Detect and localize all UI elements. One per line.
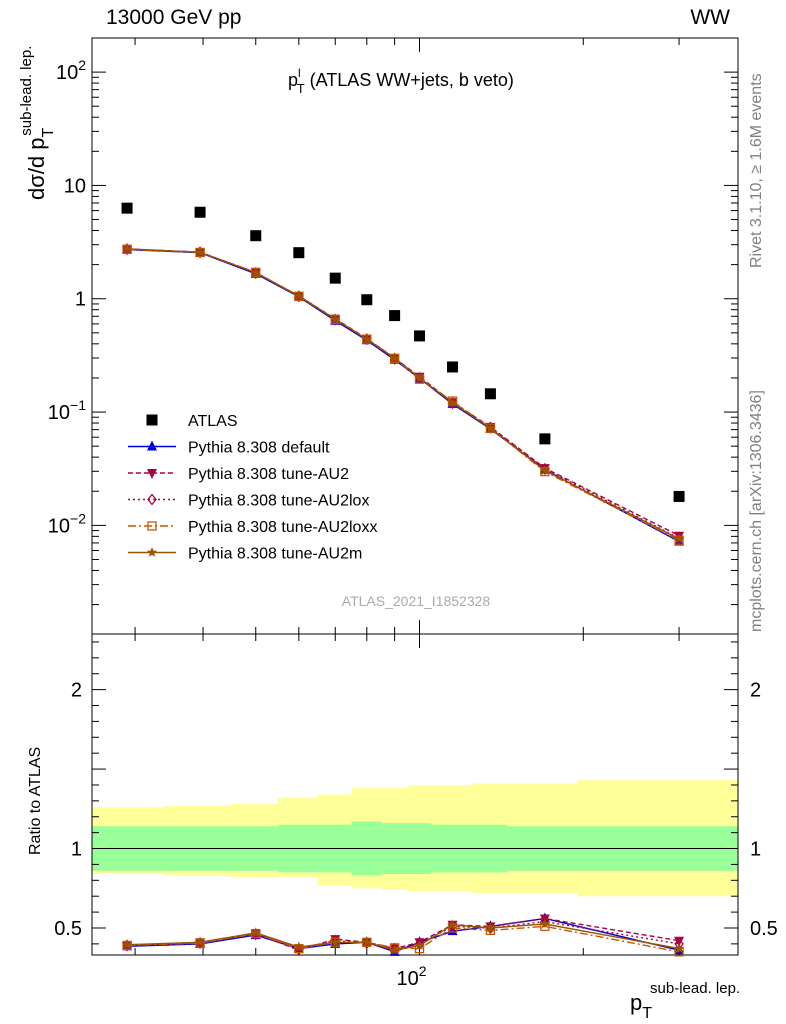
data-point-au2m [330,313,341,324]
ratio-point-au2m [250,927,261,938]
data-point-au2m [194,246,206,257]
legend-item-atlas: ATLAS [146,413,238,430]
data-point-atlas [361,294,373,306]
ratio-point-au2m [389,944,400,955]
ratio-y-tick-label: 0.5 [54,918,82,940]
ratio-line-au2lox [127,920,680,950]
ratio-line-au2m [127,923,680,951]
ratio-point-au2m [194,936,206,947]
legend: ATLAS Pythia 8.308 default Pythia 8.308 tu… [128,413,377,563]
header-energy: 13000 GeV pp [106,6,242,29]
legend-item-au2m: Pythia 8.308 tune-AU2m [128,546,362,563]
y-tick-label: 10 [64,175,86,197]
data-point-atlas [539,433,551,445]
data-point-au2m [361,333,372,344]
ratio-point-au2m [414,940,425,950]
ratio-point-au2m [539,918,551,929]
ratio-point-au2m [121,939,133,950]
x-axis-label: pTsub-lead. lep. [630,980,740,1022]
legend-marker-default [147,440,157,451]
data-point-atlas [329,272,341,284]
ratio-series-au2 [122,914,685,957]
ratio-series-au2m [121,918,685,955]
legend-marker-au2loxx [147,521,157,531]
legend-marker-au2m [146,547,158,557]
ratio-point-au2m [330,936,341,947]
analysis-watermark: ATLAS_2021_I1852328 [342,593,491,609]
data-point-au2m [121,243,133,254]
y-tick-label: 102 [56,57,86,84]
legend-label-au2m: Pythia 8.308 tune-AU2m [188,546,362,563]
data-point-au2m [250,267,261,278]
ratio-y-tick-label-right: 2 [750,680,761,702]
y-tick-label: 10−2 [48,510,86,537]
legend-marker-atlas [146,414,158,426]
data-point-au2m [447,397,458,408]
ratio-point-au2m [293,941,305,952]
y-tick-label: 10−1 [48,397,86,424]
legend-label-au2: Pythia 8.308 tune-AU2 [188,466,349,483]
ratio-line-au2loxx [127,925,680,953]
y-tick-label: 1 [75,289,86,311]
data-point-au2m [485,422,496,433]
x-tick-label: 102 [396,963,426,990]
plot-title: pl T (ATLAS WW+jets, b veto) [288,66,514,96]
data-point-atlas [293,247,305,259]
data-point-au2m [673,533,685,544]
data-point-atlas [194,206,206,218]
data-point-atlas [673,490,685,502]
legend-item-default: Pythia 8.308 default [128,440,330,457]
legend-marker-au2lox [147,493,157,506]
series-atlas [121,202,685,502]
data-point-atlas [447,361,459,373]
legend-label-atlas: ATLAS [188,413,238,430]
series-au2m [121,243,685,544]
legend-marker-au2 [147,469,157,479]
ratio-point-au2 [674,936,685,947]
ratio-y-tick-label-right: 1 [750,839,761,861]
legend-label-default: Pythia 8.308 default [188,440,330,457]
data-point-atlas [389,310,401,322]
ratio-y-tick-label: 2 [71,680,82,702]
legend-label-au2loxx: Pythia 8.308 tune-AU2loxx [188,519,377,536]
ratio-point-au2m [447,919,458,930]
ratio-line-au2 [127,917,680,951]
data-point-au2m [389,352,400,363]
data-point-au2m [293,290,305,301]
legend-item-au2loxx: Pythia 8.308 tune-AU2loxx [128,519,377,536]
main-y-axis-label: dσ/d pTsub-lead. lep. [18,46,57,200]
ratio-point-au2m [361,936,372,947]
ratio-point-au2lox [389,942,400,955]
series-line-au2m [127,248,680,540]
ratio-y-tick-label: 1 [71,839,82,861]
ratio-plot-frame [91,633,739,956]
header-process: WW [690,6,730,29]
ratio-point-au2m [485,922,496,933]
legend-item-au2: Pythia 8.308 tune-AU2 [128,466,349,483]
ratio-point-au2m [673,943,685,954]
data-point-atlas [250,230,262,242]
legend-label-au2lox: Pythia 8.308 tune-AU2lox [188,493,369,510]
data-point-au2m [539,465,551,475]
ratio-y-axis-label: Ratio to ATLAS [27,747,44,855]
data-point-atlas [414,330,426,342]
ratio-y-tick-label-right: 0.5 [750,918,778,940]
data-point-atlas [121,202,133,214]
data-point-atlas [484,388,496,400]
data-point-au2m [414,372,425,383]
ratio-point-au2lox [414,937,425,950]
legend-item-au2lox: Pythia 8.308 tune-AU2lox [128,493,369,510]
